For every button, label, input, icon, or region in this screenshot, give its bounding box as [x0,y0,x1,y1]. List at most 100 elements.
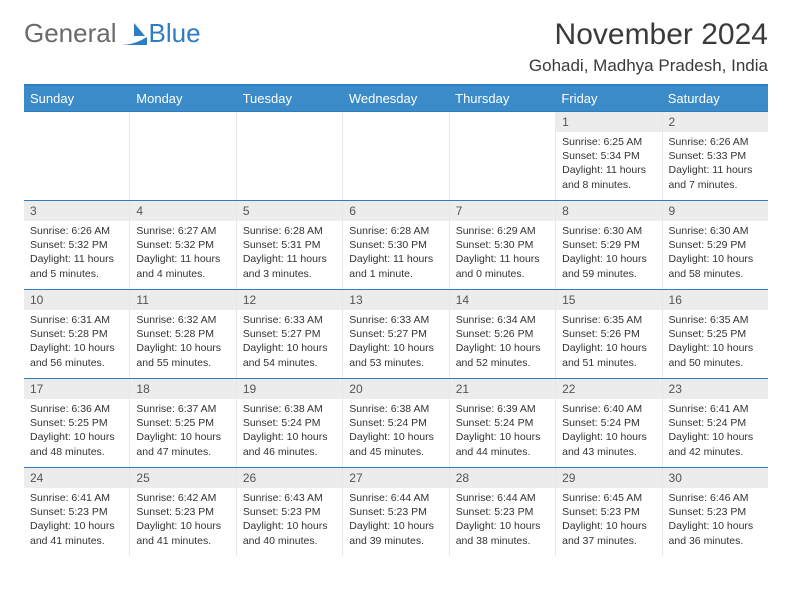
sunrise-label: Sunrise: 6:45 AM [562,491,655,505]
sunrise-label: Sunrise: 6:41 AM [30,491,123,505]
day-cell: . [236,112,342,200]
day-cell: . [449,112,555,200]
day-details: Sunrise: 6:30 AMSunset: 5:29 PMDaylight:… [556,221,661,284]
day-number: 13 [343,290,448,310]
sunset-label: Sunset: 5:24 PM [349,416,442,430]
daylight-label: Daylight: 10 hours and 44 minutes. [456,430,549,458]
sunset-label: Sunset: 5:25 PM [669,327,762,341]
brand-logo: General Blue [24,18,201,49]
daylight-label: Daylight: 11 hours and 5 minutes. [30,252,123,280]
day-cell: 29Sunrise: 6:45 AMSunset: 5:23 PMDayligh… [555,468,661,556]
daylight-label: Daylight: 10 hours and 41 minutes. [30,519,123,547]
sunrise-label: Sunrise: 6:43 AM [243,491,336,505]
daylight-label: Daylight: 10 hours and 51 minutes. [562,341,655,369]
day-cell: 8Sunrise: 6:30 AMSunset: 5:29 PMDaylight… [555,201,661,289]
sunset-label: Sunset: 5:26 PM [562,327,655,341]
day-cell: 28Sunrise: 6:44 AMSunset: 5:23 PMDayligh… [449,468,555,556]
daylight-label: Daylight: 11 hours and 3 minutes. [243,252,336,280]
day-details: Sunrise: 6:33 AMSunset: 5:27 PMDaylight:… [343,310,448,373]
day-details: Sunrise: 6:27 AMSunset: 5:32 PMDaylight:… [130,221,235,284]
daylight-label: Daylight: 11 hours and 4 minutes. [136,252,229,280]
sunset-label: Sunset: 5:29 PM [562,238,655,252]
daylight-label: Daylight: 10 hours and 43 minutes. [562,430,655,458]
day-cell: 1Sunrise: 6:25 AMSunset: 5:34 PMDaylight… [555,112,661,200]
dow-cell: Sunday [24,86,130,111]
day-cell: 18Sunrise: 6:37 AMSunset: 5:25 PMDayligh… [129,379,235,467]
sunrise-label: Sunrise: 6:27 AM [136,224,229,238]
day-cell: . [129,112,235,200]
day-cell: 30Sunrise: 6:46 AMSunset: 5:23 PMDayligh… [662,468,768,556]
day-details: Sunrise: 6:44 AMSunset: 5:23 PMDaylight:… [450,488,555,551]
sunrise-label: Sunrise: 6:39 AM [456,402,549,416]
week-row: .....1Sunrise: 6:25 AMSunset: 5:34 PMDay… [24,111,768,200]
day-number: 25 [130,468,235,488]
day-cell: 20Sunrise: 6:38 AMSunset: 5:24 PMDayligh… [342,379,448,467]
dow-cell: Saturday [662,86,768,111]
day-number: 29 [556,468,661,488]
sunset-label: Sunset: 5:29 PM [669,238,762,252]
dow-cell: Monday [130,86,236,111]
sunset-label: Sunset: 5:31 PM [243,238,336,252]
week-row: 24 Sunrise: 6:41 AM Sunset: 5:23 PM Dayligh… [24,467,768,556]
day-cell: 2Sunrise: 6:26 AMSunset: 5:33 PMDaylight… [662,112,768,200]
daylight-label: Daylight: 10 hours and 46 minutes. [243,430,336,458]
sunrise-label: Sunrise: 6:34 AM [456,313,549,327]
sunrise-label: Sunrise: 6:30 AM [669,224,762,238]
days-of-week-row: SundayMondayTuesdayWednesdayThursdayFrid… [24,86,768,111]
day-details: Sunrise: 6:28 AMSunset: 5:30 PMDaylight:… [343,221,448,284]
day-cell: 17Sunrise: 6:36 AMSunset: 5:25 PMDayligh… [24,379,129,467]
daylight-label: Daylight: 11 hours and 0 minutes. [456,252,549,280]
day-number: 14 [450,290,555,310]
day-number: 5 [237,201,342,221]
day-number: 26 [237,468,342,488]
sunrise-label: Sunrise: 6:40 AM [562,402,655,416]
day-details: Sunrise: 6:26 AMSunset: 5:32 PMDaylight:… [24,221,129,284]
day-details: Sunrise: 6:35 AMSunset: 5:25 PMDaylight:… [663,310,768,373]
day-details: Sunrise: 6:38 AMSunset: 5:24 PMDaylight:… [343,399,448,462]
day-details: Sunrise: 6:32 AMSunset: 5:28 PMDaylight:… [130,310,235,373]
page-title: November 2024 [529,18,768,52]
day-details: Sunrise: 6:28 AMSunset: 5:31 PMDaylight:… [237,221,342,284]
sunset-label: Sunset: 5:30 PM [456,238,549,252]
sunset-label: Sunset: 5:30 PM [349,238,442,252]
sunrise-label: Sunrise: 6:38 AM [243,402,336,416]
sunset-label: Sunset: 5:24 PM [562,416,655,430]
day-number: 15 [556,290,661,310]
day-number: 11 [130,290,235,310]
day-number: 3 [24,201,129,221]
day-details: Sunrise: 6:37 AMSunset: 5:25 PMDaylight:… [130,399,235,462]
day-number: 4 [130,201,235,221]
day-details: Sunrise: 6:26 AMSunset: 5:33 PMDaylight:… [663,132,768,195]
daylight-label: Daylight: 10 hours and 39 minutes. [349,519,442,547]
sunset-label: Sunset: 5:23 PM [243,505,336,519]
sunset-label: Sunset: 5:32 PM [136,238,229,252]
day-details: Sunrise: 6:35 AMSunset: 5:26 PMDaylight:… [556,310,661,373]
day-cell: 5Sunrise: 6:28 AMSunset: 5:31 PMDaylight… [236,201,342,289]
sunrise-label: Sunrise: 6:37 AM [136,402,229,416]
day-details: Sunrise: 6:42 AMSunset: 5:23 PMDaylight:… [130,488,235,551]
day-cell: 21Sunrise: 6:39 AMSunset: 5:24 PMDayligh… [449,379,555,467]
sunrise-label: Sunrise: 6:32 AM [136,313,229,327]
day-number: 28 [450,468,555,488]
day-number: 24 [24,468,129,488]
sunset-label: Sunset: 5:32 PM [30,238,123,252]
sunset-label: Sunset: 5:27 PM [349,327,442,341]
day-number: 16 [663,290,768,310]
day-cell: 22Sunrise: 6:40 AMSunset: 5:24 PMDayligh… [555,379,661,467]
day-cell: . [24,112,129,200]
day-details: Sunrise: 6:25 AMSunset: 5:34 PMDaylight:… [556,132,661,195]
sunset-label: Sunset: 5:33 PM [669,149,762,163]
sunrise-label: Sunrise: 6:31 AM [30,313,123,327]
day-cell: 27Sunrise: 6:44 AMSunset: 5:23 PMDayligh… [342,468,448,556]
sunrise-label: Sunrise: 6:35 AM [669,313,762,327]
day-number: 21 [450,379,555,399]
daylight-label: Daylight: 10 hours and 45 minutes. [349,430,442,458]
sunset-label: Sunset: 5:23 PM [562,505,655,519]
daylight-label: Daylight: 11 hours and 8 minutes. [562,163,655,191]
sunrise-label: Sunrise: 6:30 AM [562,224,655,238]
sunrise-label: Sunrise: 6:44 AM [456,491,549,505]
day-number: 30 [663,468,768,488]
daylight-label: Daylight: 10 hours and 54 minutes. [243,341,336,369]
dow-cell: Friday [555,86,661,111]
day-number: 1 [556,112,661,132]
